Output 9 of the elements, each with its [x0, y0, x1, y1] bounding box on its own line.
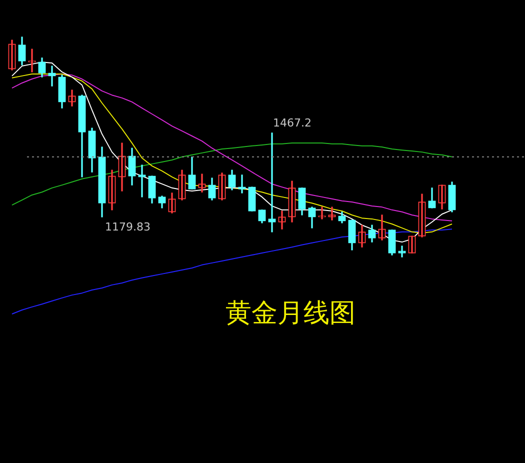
candlestick	[238, 174, 246, 194]
candlestick	[138, 164, 146, 198]
text: 黄金月线图	[226, 298, 356, 329]
annotation: 1179.83	[105, 220, 150, 234]
candlestick	[318, 206, 326, 220]
candlestick	[398, 246, 406, 258]
annotation: 1467.2	[273, 116, 312, 130]
candlestick	[28, 48, 36, 72]
candlestick	[328, 206, 336, 220]
